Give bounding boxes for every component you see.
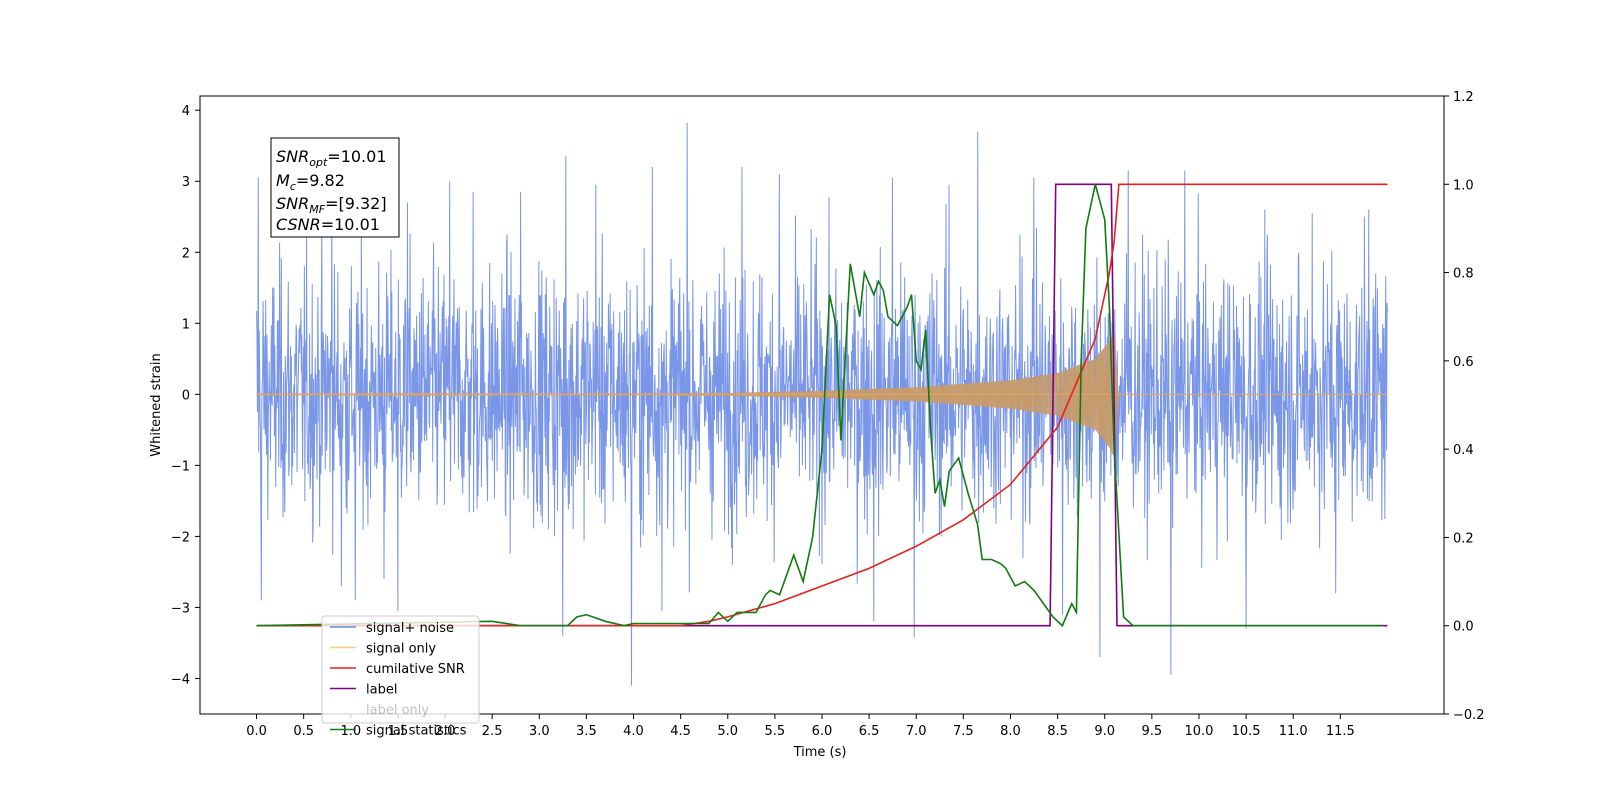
annotation-value: =10.01 (321, 215, 380, 234)
legend-label: signal only (366, 642, 436, 657)
annotation-symbol: CSNR (276, 215, 321, 234)
annotation-symbol: M (276, 171, 290, 190)
legend-label: label only (366, 703, 429, 718)
x-tick-label: 10.0 (1184, 724, 1213, 739)
x-tick-label: 3.0 (529, 724, 550, 739)
right-y-tick-label: 0.0 (1453, 620, 1474, 635)
legend-item-signal-statistics: signal statistics (330, 724, 467, 739)
right-y-axis: −0.2 0.0 0.2 0.4 0.6 0.8 1.0 1.2 (1444, 90, 1485, 723)
x-tick-label: 8.5 (1047, 724, 1068, 739)
x-axis-label: Time (s) (793, 745, 847, 760)
x-tick-label: 4.5 (670, 724, 691, 739)
legend: signal+ noise signal only cumilative SNR la… (321, 615, 480, 739)
left-y-tick-label: −2 (171, 530, 190, 545)
x-tick-label: 6.5 (859, 724, 880, 739)
x-tick-label: 0.5 (293, 724, 314, 739)
legend-item-signal-only: signal only (330, 642, 436, 657)
x-axis: 0.0 0.5 1.0 1.5 2.0 2.5 3.0 3.5 4.0 4.5 5.0 5.5 6.0 6… (246, 714, 1355, 739)
legend-label: signal statistics (366, 724, 467, 739)
legend-label: label (366, 683, 397, 698)
left-y-axis-label: Whitened strain (149, 353, 164, 456)
legend-frame (321, 615, 480, 724)
annotation-line-mc: Mc=9.82 (276, 171, 345, 193)
annotation-value: =9.82 (296, 171, 345, 190)
legend-item-label-only: label only (330, 703, 429, 718)
left-y-tick-label: 2 (182, 246, 190, 261)
x-tick-label: 1.5 (388, 724, 409, 739)
annotation-symbol: SNR (276, 194, 309, 213)
x-tick-label: 4.0 (623, 724, 644, 739)
annotation-line-snr-opt: SNRopt=10.01 (276, 147, 387, 169)
right-y-tick-label: 1.0 (1453, 178, 1474, 193)
left-y-tick-label: 1 (182, 317, 190, 332)
right-y-tick-label: 0.4 (1453, 443, 1474, 458)
annotation-value: =[9.32] (325, 194, 387, 213)
x-tick-label: 6.0 (812, 724, 833, 739)
annotation-value: =10.01 (327, 147, 386, 166)
x-tick-label: 0.0 (246, 724, 267, 739)
left-y-tick-label: 0 (182, 388, 190, 403)
x-tick-label: 1.0 (340, 724, 361, 739)
right-y-tick-label: 1.2 (1453, 90, 1474, 105)
left-y-axis: −4 −3 −2 −1 0 1 2 3 4 (171, 104, 200, 687)
x-tick-label: 10.5 (1232, 724, 1261, 739)
series-layer (256, 122, 1388, 686)
annotation-box: SNRopt=10.01 Mc=9.82 SNRMF=[9.32] CSNR=1… (270, 137, 400, 238)
annotation-subscript: opt (309, 156, 328, 169)
legend-label: signal+ noise (366, 621, 454, 636)
x-tick-label: 3.5 (576, 724, 597, 739)
legend-item-label: label (330, 683, 397, 698)
x-tick-label: 5.0 (717, 724, 738, 739)
right-y-tick-label: 0.2 (1453, 531, 1474, 546)
x-tick-label: 8.0 (1000, 724, 1021, 739)
right-y-tick-label: 0.6 (1453, 355, 1474, 370)
left-y-tick-label: 4 (182, 104, 190, 119)
annotation-subscript: c (290, 180, 296, 193)
legend-item-cumulative-snr: cumilative SNR (330, 662, 465, 677)
series-signal-noise-line (256, 122, 1388, 686)
legend-item-signal-noise: signal+ noise (330, 621, 454, 636)
annotation-line-snr-mf: SNRMF=[9.32] (276, 194, 387, 216)
right-y-tick-label: 0.8 (1453, 267, 1474, 282)
annotation-symbol: SNR (276, 147, 309, 166)
x-tick-label: 5.5 (765, 724, 786, 739)
series-signal-statistics-line (256, 184, 1383, 628)
x-tick-label: 11.0 (1279, 724, 1308, 739)
x-tick-label: 7.0 (906, 724, 927, 739)
x-tick-label: 9.0 (1094, 724, 1115, 739)
x-tick-label: 9.5 (1142, 724, 1163, 739)
right-y-tick-label: −0.2 (1453, 708, 1485, 723)
x-tick-label: 7.5 (953, 724, 974, 739)
left-y-tick-label: −3 (171, 601, 190, 616)
left-y-tick-label: 3 (182, 175, 190, 190)
x-tick-label: 11.5 (1326, 724, 1355, 739)
left-y-tick-label: −4 (171, 672, 190, 687)
left-y-tick-label: −1 (171, 459, 190, 474)
annotation-subscript: MF (309, 203, 325, 216)
annotation-line-csnr: CSNR=10.01 (276, 215, 380, 234)
series-cumulative-snr-line (256, 183, 1388, 627)
legend-label: cumilative SNR (366, 662, 465, 677)
x-tick-label: 2.5 (482, 724, 503, 739)
x-tick-label: 2.0 (435, 724, 456, 739)
